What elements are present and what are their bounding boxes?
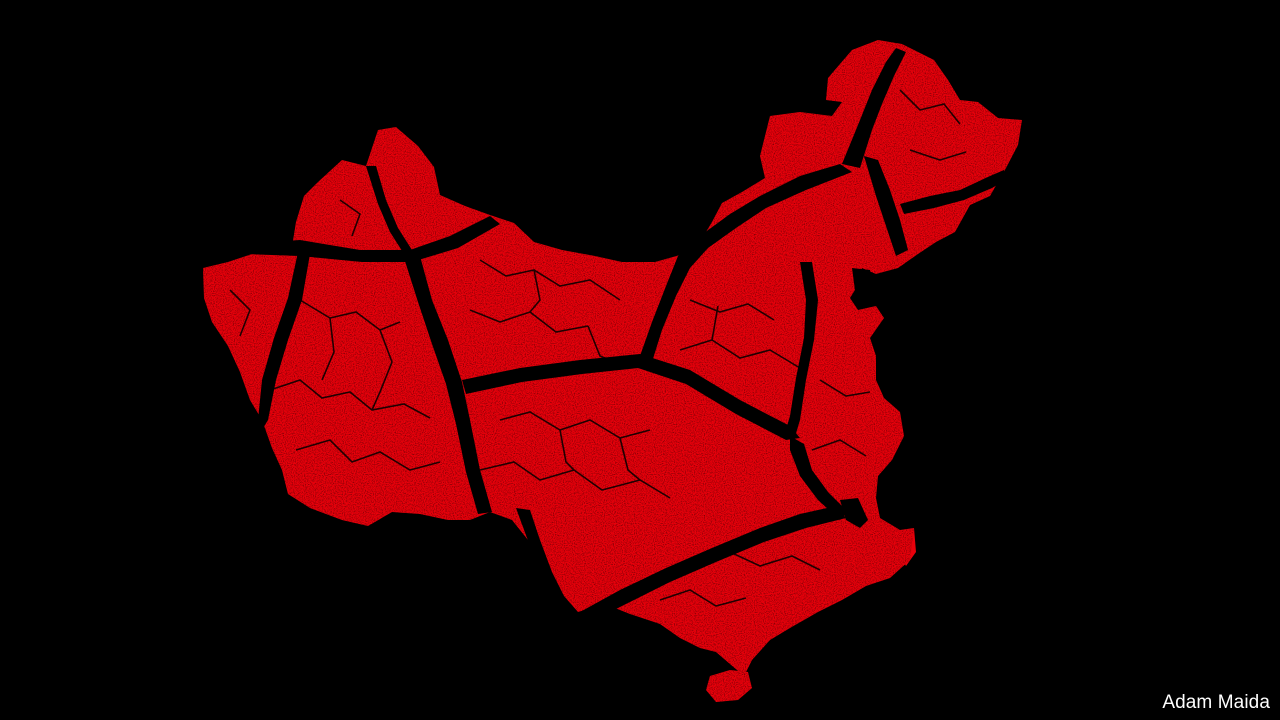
photo-credit: Adam Maida: [1162, 692, 1270, 713]
major-cracks: [240, 48, 1006, 622]
